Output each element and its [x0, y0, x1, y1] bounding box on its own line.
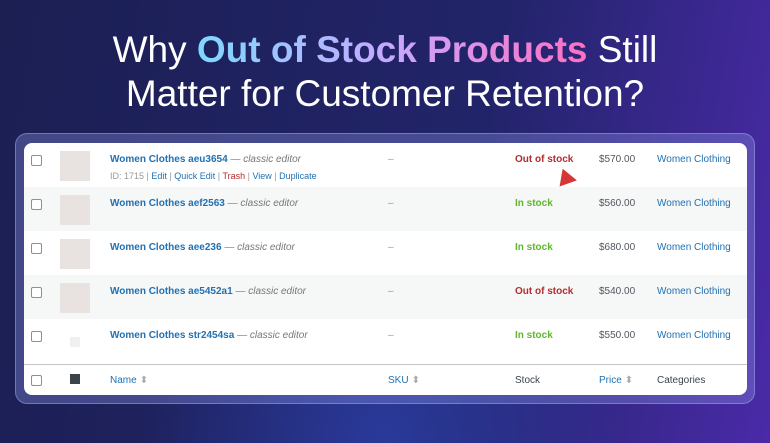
sort-icon: ⬍: [624, 375, 634, 386]
product-name-link[interactable]: Women Clothes aeu3654 — classic editor: [110, 154, 301, 165]
row-checkbox[interactable]: [31, 243, 42, 254]
products-table: Women Clothes str2454sa — classic editor…: [24, 143, 747, 395]
product-thumbnail[interactable]: [60, 283, 90, 313]
product-name-link[interactable]: Women Clothes aef2563 — classic editor: [110, 198, 299, 209]
product-thumbnail[interactable]: [60, 195, 90, 225]
sku-value: –: [388, 242, 394, 253]
column-sku[interactable]: SKU ⬍: [388, 375, 420, 386]
table-row: Women Clothes aef2563 — classic editor –…: [24, 187, 747, 231]
table-row: Women Clothes aeu3654 — classic editor –…: [24, 143, 747, 187]
sku-value: –: [388, 330, 394, 341]
row-actions: ID: 1715 | Edit | Quick Edit | Trash | V…: [110, 171, 317, 181]
select-all-checkbox[interactable]: [31, 375, 42, 386]
sku-value: –: [388, 198, 394, 209]
headline-post: Still: [587, 29, 658, 70]
product-name-link[interactable]: Women Clothes ae5452a1 — classic editor: [110, 286, 307, 297]
product-thumbnail[interactable]: [60, 151, 90, 181]
trash-link[interactable]: Trash: [222, 171, 246, 181]
headline-pre: Why: [112, 29, 197, 70]
category-link[interactable]: Women Clothing: [657, 154, 731, 165]
image-icon: [70, 374, 80, 384]
price-value: $560.00: [599, 198, 636, 209]
sort-icon: ⬍: [139, 375, 149, 386]
category-link[interactable]: Women Clothing: [657, 198, 731, 209]
row-checkbox[interactable]: [31, 287, 42, 298]
category-link[interactable]: Women Clothing: [657, 330, 731, 341]
table-row: Women Clothes ae5452a1 — classic editor …: [24, 275, 747, 319]
cursor-pointer-icon: [559, 168, 579, 190]
headline-line2: Matter for Customer Retention?: [125, 73, 645, 114]
column-stock: Stock: [515, 375, 541, 386]
view-link[interactable]: View: [252, 171, 272, 181]
product-thumbnail[interactable]: [60, 239, 90, 269]
sku-value: –: [388, 154, 394, 165]
table-row: Women Clothes str2454sa — classic editor…: [24, 319, 747, 363]
row-checkbox[interactable]: [31, 155, 42, 166]
row-checkbox[interactable]: [31, 199, 42, 210]
column-name[interactable]: Name ⬍: [110, 375, 149, 386]
price-value: $570.00: [599, 154, 636, 165]
category-link[interactable]: Women Clothing: [657, 242, 731, 253]
stock-status: In stock: [515, 198, 553, 209]
sku-value: –: [388, 286, 394, 297]
row-checkbox[interactable]: [31, 331, 42, 342]
table-row: Women Clothes aee236 — classic editor – …: [24, 231, 747, 275]
stock-status: Out of stock: [515, 154, 574, 165]
stock-status: Out of stock: [515, 286, 574, 297]
column-categories: Categories: [657, 375, 706, 386]
column-price[interactable]: Price ⬍: [599, 375, 634, 386]
quick-edit-link[interactable]: Quick Edit: [174, 171, 216, 181]
table-footer: Name ⬍ SKU ⬍ Stock Price ⬍ Categories: [24, 364, 747, 395]
product-thumbnail[interactable]: [70, 337, 80, 347]
headline-highlight: Out of Stock Products: [196, 29, 588, 70]
duplicate-link[interactable]: Duplicate: [279, 171, 317, 181]
product-name-link[interactable]: Women Clothes aee236 — classic editor: [110, 242, 295, 253]
price-value: $540.00: [599, 286, 636, 297]
price-value: $680.00: [599, 242, 636, 253]
price-value: $550.00: [599, 330, 636, 341]
product-name-link[interactable]: Women Clothes str2454sa — classic editor: [110, 330, 308, 341]
category-link[interactable]: Women Clothing: [657, 286, 731, 297]
headline: Why Out of Stock Products Still Matter f…: [0, 28, 770, 116]
stock-status: In stock: [515, 330, 553, 341]
stock-status: In stock: [515, 242, 553, 253]
edit-link[interactable]: Edit: [151, 171, 167, 181]
sort-icon: ⬍: [411, 375, 420, 386]
